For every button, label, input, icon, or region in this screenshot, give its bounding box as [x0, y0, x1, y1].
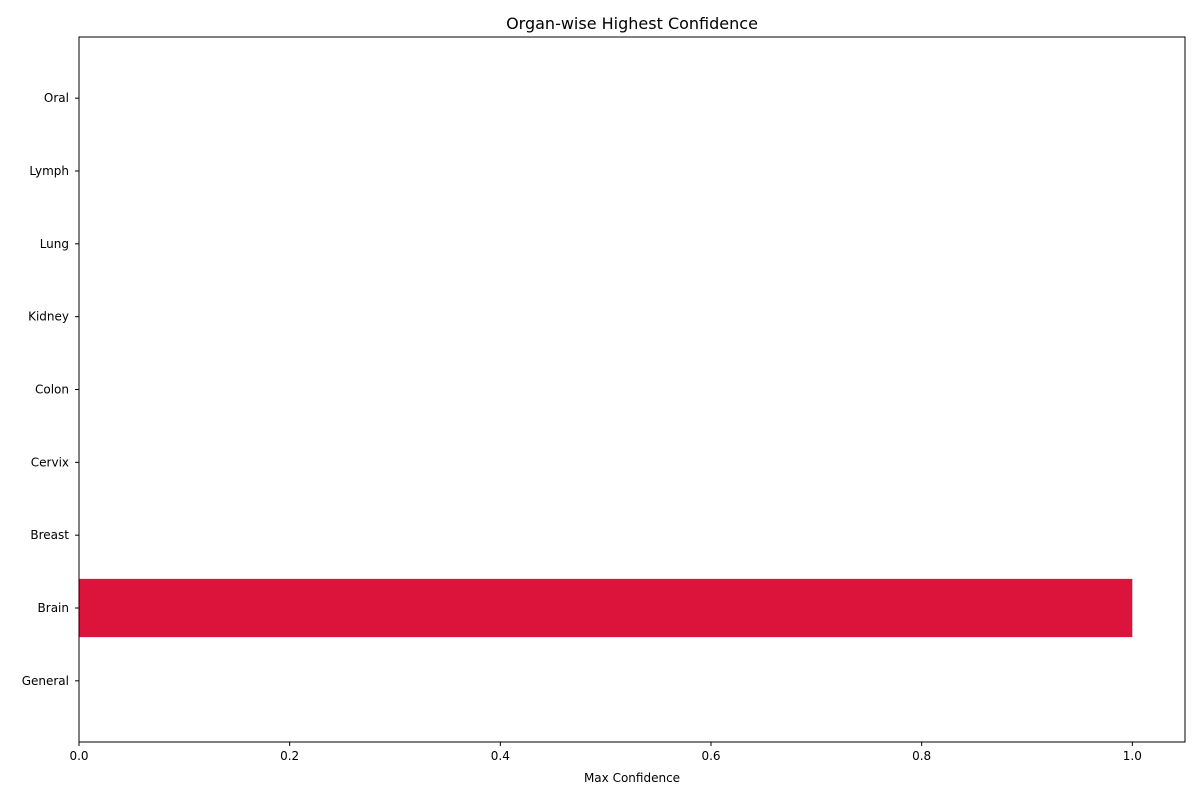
bars-group [79, 578, 1133, 638]
y-tick-label: Lymph [29, 164, 69, 178]
bar-brain [79, 578, 1133, 638]
x-axis-label: Max Confidence [584, 771, 680, 785]
y-tick-label: Cervix [31, 455, 69, 469]
y-tick-label: Brain [38, 601, 69, 615]
x-tick-label: 0.4 [491, 749, 510, 763]
y-axis: General Brain Breast Cervix Colon Kidney Lung L… [22, 91, 79, 688]
x-tick-label: 0.8 [912, 749, 931, 763]
y-tick-label: General [22, 674, 69, 688]
x-tick-label: 1.0 [1123, 749, 1142, 763]
y-tick-label: Oral [44, 91, 69, 105]
x-tick-label: 0.2 [280, 749, 299, 763]
y-tick-label: Colon [35, 383, 69, 397]
y-tick-label: Lung [40, 237, 69, 251]
x-tick-label: 0.6 [701, 749, 720, 763]
chart-title: Organ-wise Highest Confidence [506, 14, 758, 33]
x-tick-label: 0.0 [69, 749, 88, 763]
x-axis: 0.0 0.2 0.4 0.6 0.8 1.0 [69, 742, 1142, 763]
y-tick-label: Kidney [28, 310, 69, 324]
y-tick-label: Breast [30, 528, 69, 542]
